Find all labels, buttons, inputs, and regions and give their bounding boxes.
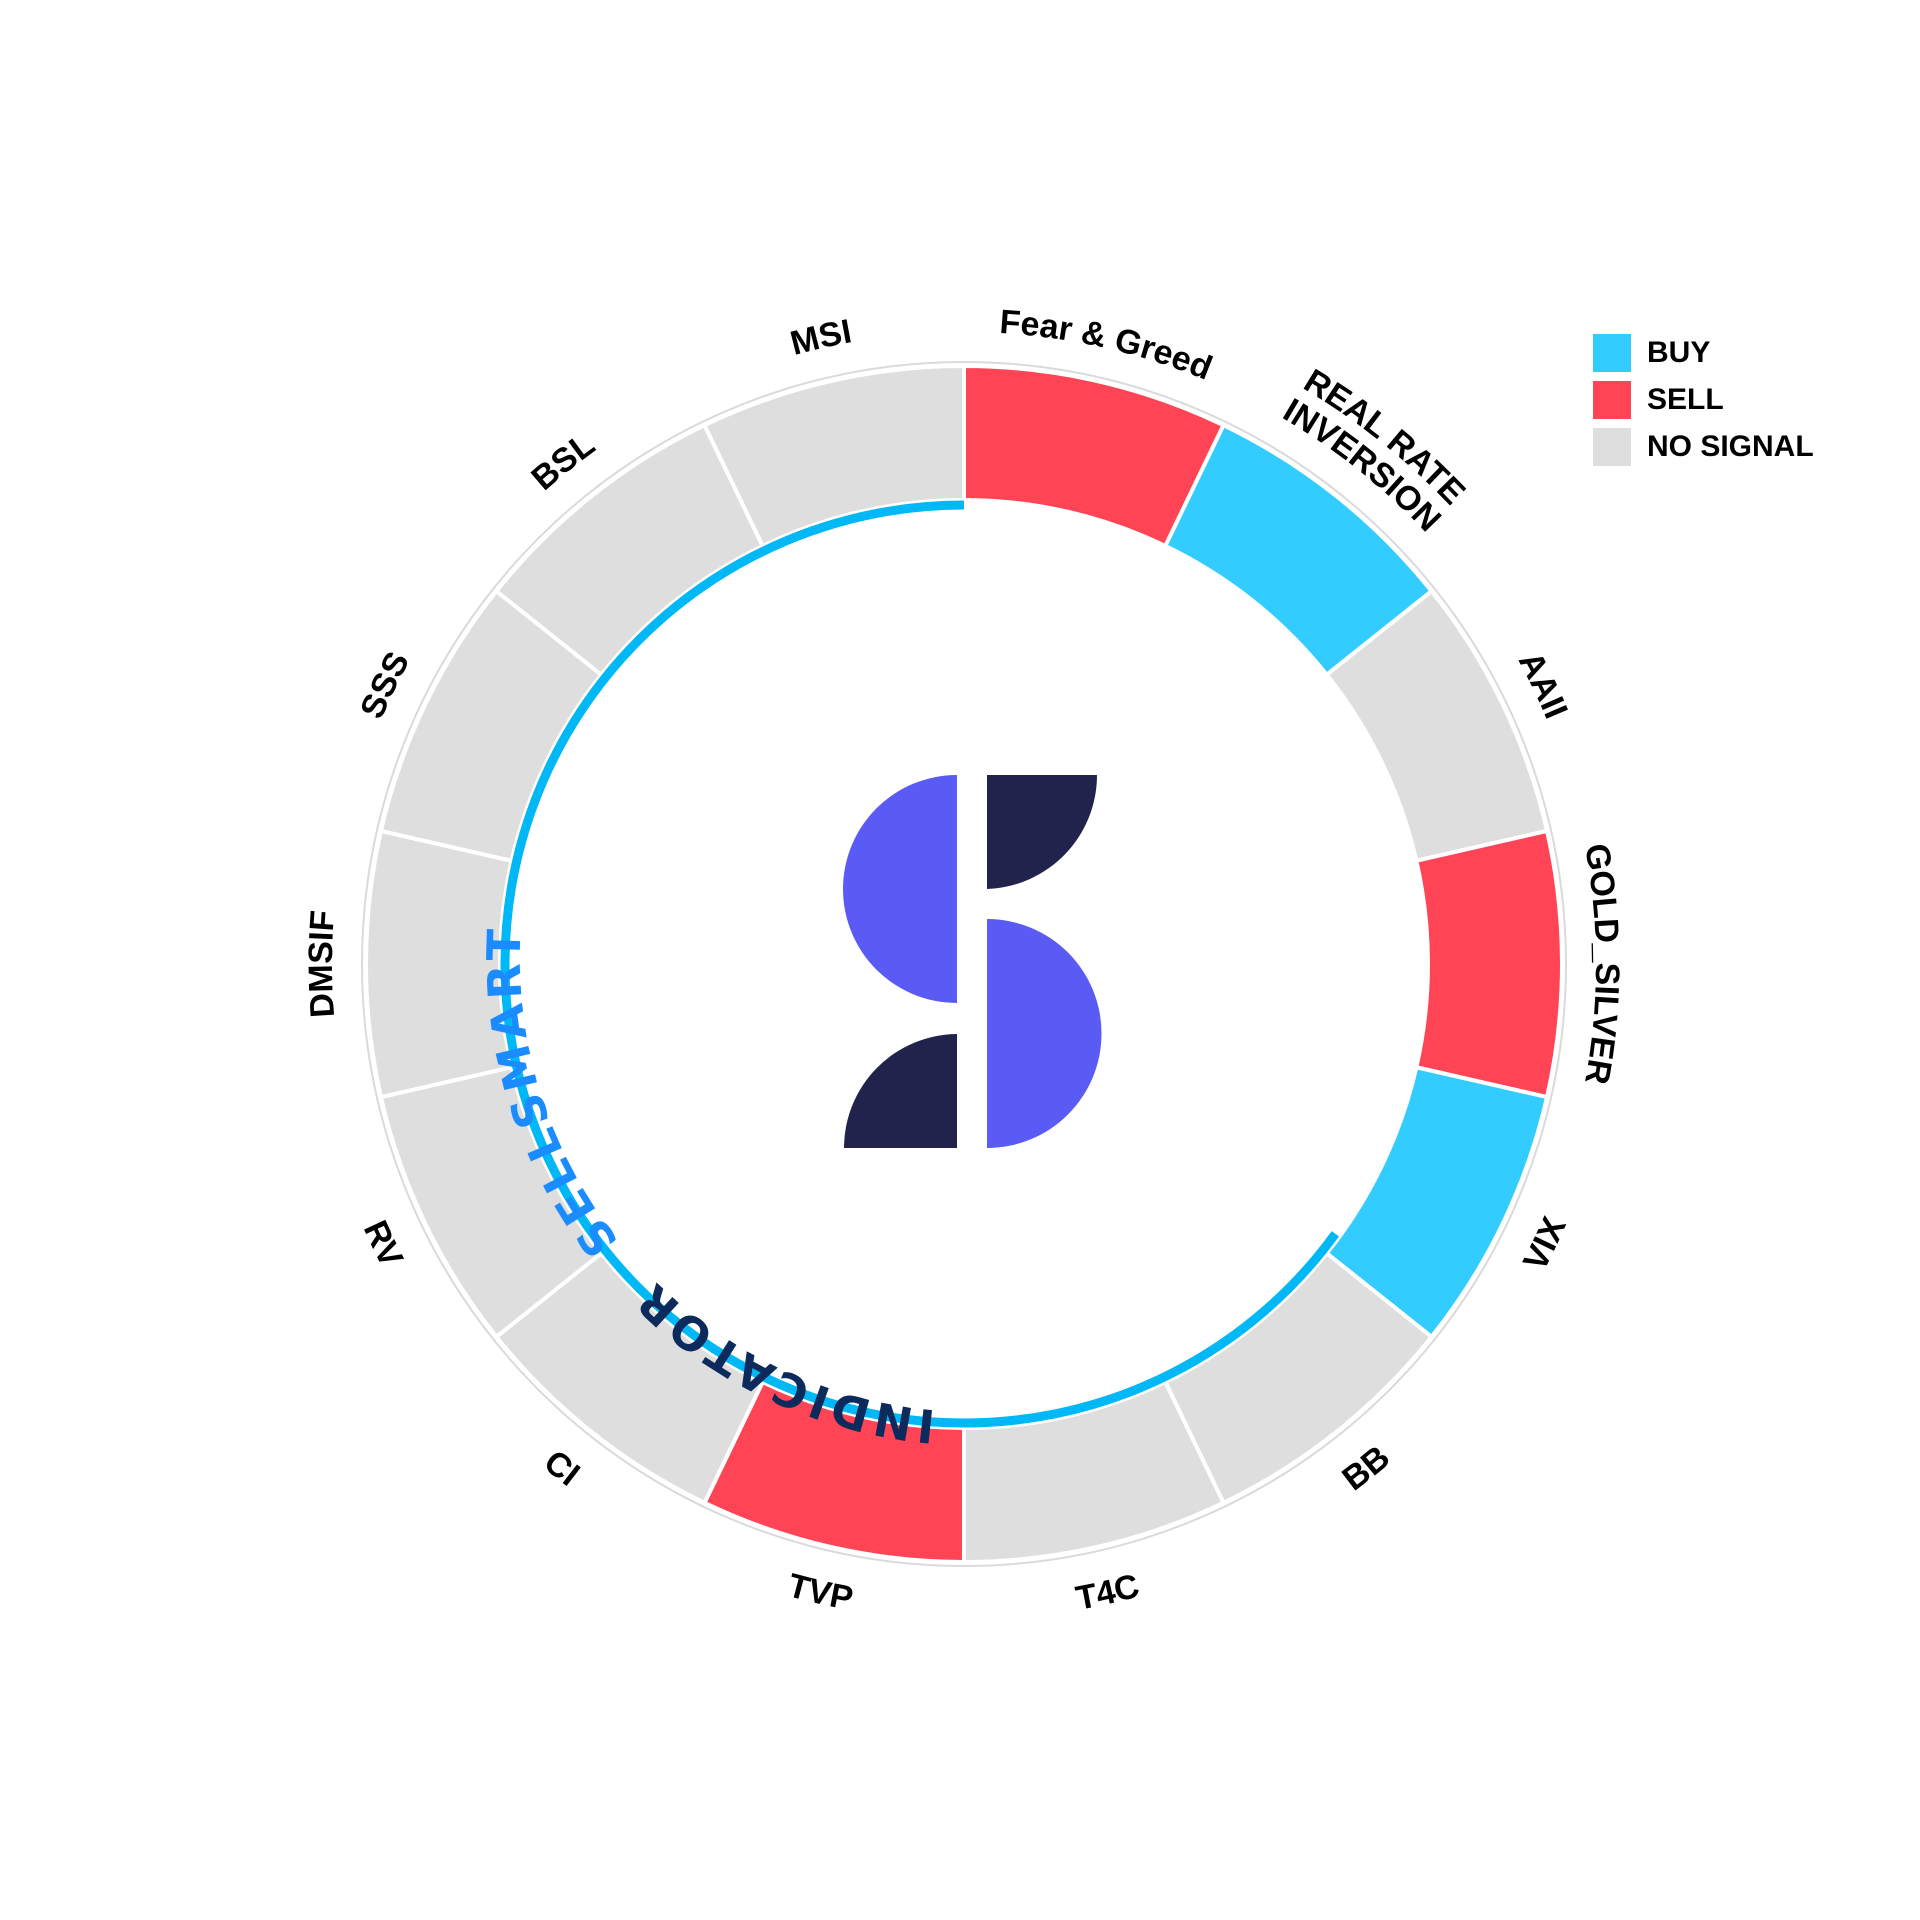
label-vix: VIX bbox=[1516, 1211, 1574, 1277]
legend: BUY SELL NO SIGNAL bbox=[1593, 334, 1814, 475]
legend-swatch-sell bbox=[1593, 381, 1631, 419]
legend-swatch-no-signal bbox=[1593, 428, 1631, 466]
progress-arc bbox=[500, 500, 1339, 1428]
legend-item-no-signal: NO SIGNAL bbox=[1593, 428, 1814, 466]
segment-msi bbox=[701, 363, 966, 549]
legend-label-sell: SELL bbox=[1647, 383, 1724, 416]
legend-swatch-buy bbox=[1593, 334, 1631, 372]
label-aaii: AAII bbox=[1511, 646, 1575, 724]
legend-item-buy: BUY bbox=[1593, 334, 1814, 372]
sellsmart-logo bbox=[843, 775, 1102, 1148]
signal-segments bbox=[361, 361, 1567, 1567]
label-sss: SSS bbox=[353, 646, 417, 725]
legend-label-no-signal: NO SIGNAL bbox=[1647, 430, 1814, 463]
logo-bottom-right-half-disc bbox=[987, 919, 1102, 1148]
legend-label-buy: BUY bbox=[1647, 336, 1711, 369]
label-bb: BB bbox=[1335, 1438, 1397, 1498]
label-ci: CI bbox=[537, 1443, 587, 1494]
label-rv: RV bbox=[356, 1215, 410, 1273]
ring-outer-rim bbox=[361, 361, 1567, 1567]
segment-gold-silver bbox=[1413, 828, 1565, 1100]
logo-top-left-half-disc bbox=[843, 775, 957, 1003]
label-msi: MSI bbox=[787, 312, 855, 363]
logo-top-right-quarter bbox=[987, 775, 1097, 889]
logo-bottom-left-quarter bbox=[844, 1034, 957, 1148]
label-tvp: TVP bbox=[784, 1566, 856, 1618]
label-gold-silver: GOLD_SILVER bbox=[1577, 841, 1626, 1087]
label-dmsif: DMSIF bbox=[302, 909, 342, 1019]
label-t4c: T4C bbox=[1073, 1567, 1143, 1618]
legend-item-sell: SELL bbox=[1593, 381, 1814, 419]
label-bsl: BSL bbox=[524, 425, 601, 498]
